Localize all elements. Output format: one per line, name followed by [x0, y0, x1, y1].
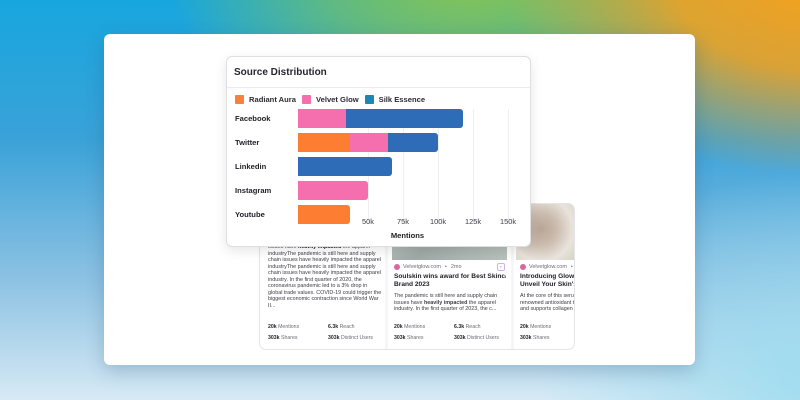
bar-linkedin[interactable] [298, 157, 392, 176]
category-label: Twitter [235, 138, 260, 147]
news-card-stats: 20k Mentions 6.3k Reach 303k Shares 303k… [394, 321, 514, 343]
category-label: Facebook [235, 114, 271, 123]
gridline [508, 109, 509, 224]
chart-legend: Radiant Aura Velvet Glow Silk Essence [235, 95, 431, 104]
legend-swatch-icon [364, 95, 374, 104]
excerpt-text: the apparel industry. In the first quart… [394, 299, 497, 313]
news-card-title[interactable]: Soulskin wins award for Best Skincare Br… [394, 273, 506, 290]
x-tick-label: 75k [397, 217, 409, 226]
header-divider [227, 87, 530, 88]
title-line: Unveil Your Skin's Na [520, 281, 574, 289]
mentions-label: Mentions [278, 323, 300, 330]
shares-label: Shares [533, 334, 550, 341]
bar-facebook[interactable] [298, 109, 464, 128]
news-card-excerpt: At the core of this serum renowned antio… [520, 293, 575, 313]
reach-value: 6.3k [454, 323, 465, 330]
title-line: Introducing GlowGen [520, 273, 575, 280]
bar-segment[interactable] [298, 109, 346, 128]
bookmark-icon[interactable]: ▪ [497, 263, 505, 271]
excerpt-highlight: heavily impacted [423, 299, 468, 306]
bar-segment[interactable] [345, 109, 464, 128]
x-tick-label: 50k [362, 217, 374, 226]
excerpt-text: issues have [268, 244, 298, 250]
news-card-stats: 20k Mentions 303k Shares [520, 321, 574, 343]
title-line: Brand 2023 [394, 281, 430, 289]
mentions-value: 20k [268, 323, 277, 330]
x-tick-label: 125k [464, 217, 482, 226]
source-domain[interactable]: Velvetglow.com [529, 264, 567, 270]
excerpt-text: the apparel industryThe pandemic is stil… [268, 244, 382, 309]
bar-instagram[interactable] [298, 181, 368, 200]
separator-dot: • [444, 264, 447, 270]
news-card-source: Velvetglow.com • 2 [520, 264, 574, 270]
mentions-value: 20k [394, 323, 403, 330]
excerpt-text: The pandemic is still here and supply ch… [394, 293, 498, 306]
news-card-excerpt: issues have heavily impacted the apparel… [268, 244, 382, 309]
gridline [473, 109, 474, 224]
bar-twitter[interactable] [298, 133, 438, 152]
bar-segment[interactable] [298, 157, 392, 176]
category-label: Youtube [235, 210, 265, 219]
excerpt-highlight: heavily impacted [297, 244, 342, 250]
chart-title: Source Distribution [234, 67, 327, 78]
reach-label: Reach [339, 323, 355, 330]
legend-item[interactable]: Velvet Glow [301, 95, 359, 104]
category-label: Instagram [235, 186, 272, 195]
separator-dot: • [570, 264, 573, 270]
x-axis-label: Mentions [390, 231, 425, 240]
users-value: 303k [328, 334, 340, 341]
legend-label: Velvet Glow [315, 95, 359, 104]
shares-value: 303k [268, 334, 280, 341]
users-label: Distinct Users [341, 334, 373, 341]
gridline [403, 109, 404, 224]
bar-segment[interactable] [349, 133, 388, 152]
mentions-label: Mentions [404, 323, 426, 330]
reach-value: 6.3k [328, 323, 339, 330]
mentions-value: 20k [520, 323, 529, 330]
shares-value: 303k [520, 334, 532, 341]
shares-label: Shares [281, 334, 298, 341]
bar-chart-plot: Facebook Twitter Linkedin Instagram Youtube 5… [227, 57, 532, 248]
legend-item[interactable]: Radiant Aura [235, 95, 296, 104]
news-card-title[interactable]: Introducing GlowGen Unveil Your Skin's N… [520, 273, 575, 290]
shares-label: Shares [407, 334, 424, 341]
users-value: 303k [454, 334, 466, 341]
news-card-stats: 20k Mentions 6.3k Reach 303k Shares 303k… [268, 321, 388, 343]
bar-youtube[interactable] [298, 205, 350, 224]
reach-label: Reach [465, 323, 481, 330]
legend-label: Silk Essence [378, 95, 426, 104]
bar-segment[interactable] [298, 181, 368, 200]
bar-segment[interactable] [387, 133, 438, 152]
category-label: Linkedin [235, 162, 267, 171]
x-tick-label: 150k [499, 217, 517, 226]
post-age: 2mo [450, 264, 462, 270]
source-domain[interactable]: Velvetglow.com [403, 264, 441, 270]
mentions-label: Mentions [530, 323, 552, 330]
news-card-source: Velvetglow.com • 2mo [394, 264, 462, 270]
legend-swatch-icon [301, 95, 311, 104]
favicon-icon [394, 264, 400, 270]
users-label: Distinct Users [467, 334, 499, 341]
shares-value: 303k [394, 334, 406, 341]
gridline [438, 109, 439, 224]
news-card-excerpt: The pandemic is still here and supply ch… [394, 293, 508, 313]
legend-item[interactable]: Silk Essence [364, 95, 426, 104]
bar-segment[interactable] [298, 133, 350, 152]
legend-label: Radiant Aura [249, 95, 296, 104]
source-distribution-card: Source Distribution Radiant Aura Velvet G… [226, 56, 531, 247]
favicon-icon [520, 264, 526, 270]
legend-swatch-icon [235, 95, 244, 104]
x-tick-label: 100k [429, 217, 447, 226]
bar-segment[interactable] [298, 205, 350, 224]
title-line: Soulskin wins award for Best Skincare [394, 273, 506, 280]
